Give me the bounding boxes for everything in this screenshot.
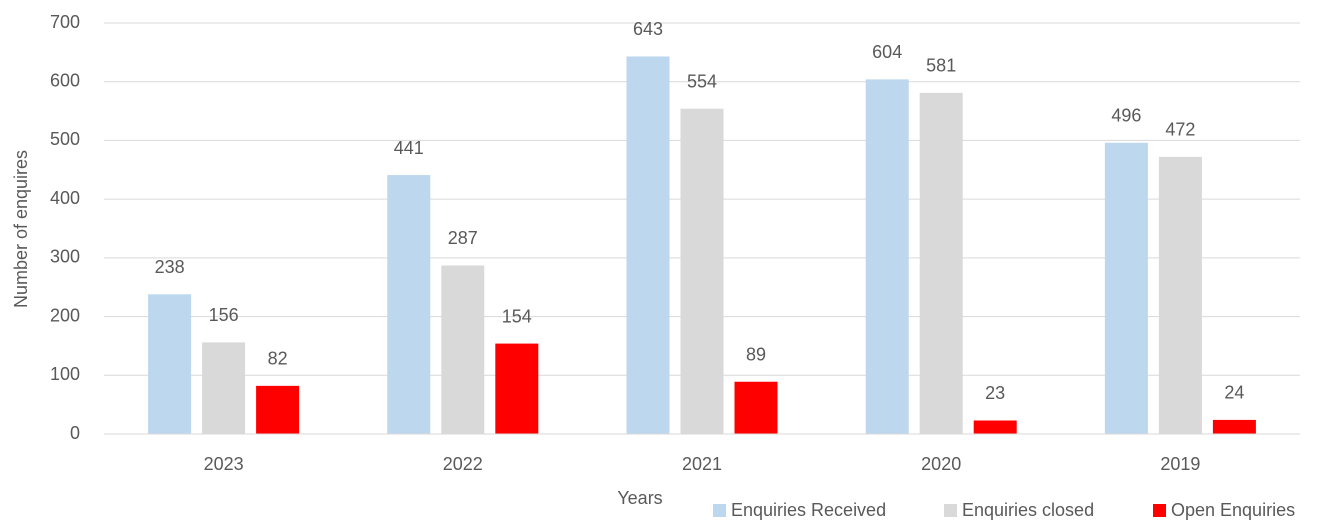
bar	[202, 342, 246, 434]
data-label: 581	[926, 56, 956, 76]
bar	[1104, 142, 1148, 434]
y-tick-label: 300	[50, 247, 80, 267]
data-label: 154	[502, 306, 532, 326]
bar	[680, 108, 724, 435]
legend-label: Enquiries Received	[731, 500, 886, 520]
bar	[1212, 419, 1256, 434]
data-label: 496	[1111, 106, 1141, 126]
legend-swatch	[1153, 504, 1166, 517]
bar	[973, 420, 1017, 434]
y-tick-label: 100	[50, 364, 80, 384]
bar	[1158, 156, 1202, 434]
data-label: 604	[872, 42, 902, 62]
data-label: 23	[985, 383, 1005, 403]
bar	[626, 56, 670, 435]
data-label: 238	[155, 257, 185, 277]
bar	[256, 385, 300, 434]
y-axis-title: Number of enquires	[11, 150, 31, 308]
legend-swatch	[944, 504, 957, 517]
y-tick-label: 500	[50, 129, 80, 149]
data-label: 554	[687, 71, 717, 91]
bar	[919, 92, 963, 435]
legend-label: Open Enquiries	[1171, 500, 1295, 520]
data-label: 89	[746, 344, 766, 364]
data-label: 24	[1224, 383, 1244, 403]
x-tick-label: 2021	[682, 454, 722, 474]
data-label: 643	[633, 19, 663, 39]
x-tick-label: 2020	[921, 454, 961, 474]
y-tick-label: 600	[50, 70, 80, 90]
x-axis-title: Years	[617, 488, 662, 508]
y-tick-label: 400	[50, 188, 80, 208]
bar	[148, 294, 192, 434]
y-tick-label: 700	[50, 12, 80, 32]
bar	[865, 79, 909, 434]
x-tick-label: 2019	[1160, 454, 1200, 474]
data-label: 287	[448, 228, 478, 248]
bar	[387, 175, 431, 434]
data-label: 156	[209, 305, 239, 325]
data-label: 472	[1165, 120, 1195, 140]
bar	[495, 343, 539, 434]
legend-label: Enquiries closed	[962, 500, 1094, 520]
data-label: 82	[268, 349, 288, 369]
bar	[734, 381, 778, 434]
bar	[441, 265, 485, 434]
y-tick-label: 0	[70, 423, 80, 443]
x-tick-label: 2023	[204, 454, 244, 474]
legend-swatch	[713, 504, 726, 517]
y-tick-label: 200	[50, 305, 80, 325]
data-label: 441	[394, 138, 424, 158]
x-tick-label: 2022	[443, 454, 483, 474]
